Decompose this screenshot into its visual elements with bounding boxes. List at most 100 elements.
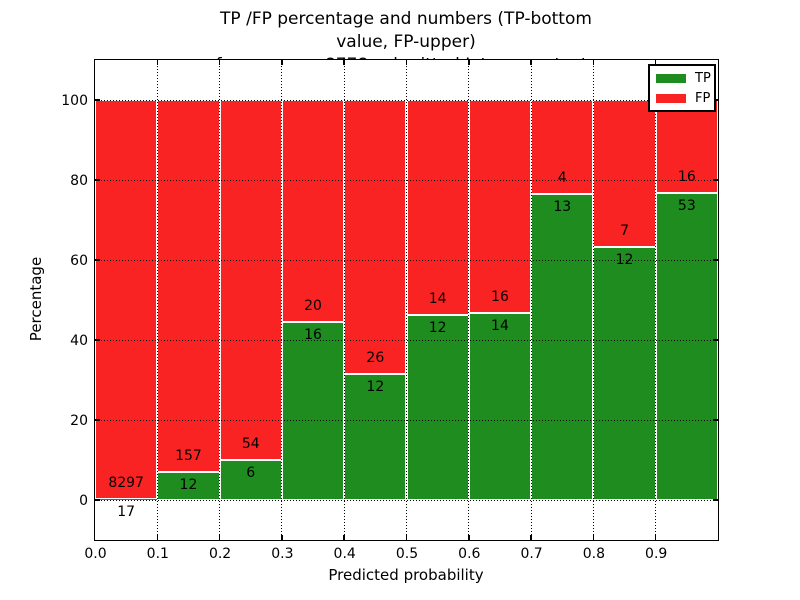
x-tick-label-0.2: 0.2 — [208, 546, 232, 562]
gridline-x-0.7 — [530, 60, 532, 540]
bar-fp-0-0.1 — [95, 100, 158, 500]
gridline-x-0.9 — [655, 60, 657, 540]
bar-tp-0.9-1 — [655, 192, 718, 500]
bar-fp-0.8-0.9 — [593, 100, 656, 248]
y-tick-label-0: 0 — [79, 492, 88, 509]
y-tickmark-right — [713, 419, 718, 421]
y-tick-label-40: 40 — [70, 332, 88, 349]
gridline-x-0.2 — [219, 60, 221, 540]
gridline-x-0.6 — [468, 60, 470, 540]
x-tickmark-top — [281, 60, 283, 65]
tp-count-label: 12 — [615, 252, 634, 269]
x-tick-label-0.6: 0.6 — [458, 546, 481, 562]
x-tickmark-bottom — [281, 535, 283, 540]
tp-count-label: 12 — [179, 476, 198, 493]
x-tickmark-top — [468, 60, 470, 65]
x-tickmark-top — [654, 60, 657, 65]
gridline-y-40 — [95, 339, 718, 341]
x-tickmark-bottom — [592, 535, 595, 540]
fp-count-label: 14 — [428, 291, 447, 308]
gridline-y-20 — [95, 419, 718, 421]
x-tickmark-top — [592, 60, 595, 65]
x-tickmark-bottom — [218, 535, 221, 540]
bar-tp-0.5-0.6 — [406, 315, 469, 500]
gridline-y-0 — [95, 499, 718, 501]
tp-count-label: 12 — [366, 378, 385, 395]
tp-legend-swatch-icon — [656, 73, 686, 83]
x-tick-label-0.1: 0.1 — [146, 546, 169, 562]
x-tickmark-top — [343, 60, 345, 65]
y-tickmark-right — [713, 499, 718, 501]
tp-count-label: 12 — [428, 320, 447, 337]
bar-tp-0.8-0.9 — [593, 247, 656, 500]
x-tick-label-0.0: 0.0 — [84, 546, 107, 562]
gridline-x-0.4 — [343, 60, 345, 540]
gridline-x-0.1 — [156, 60, 158, 540]
plot-inner: 8297 17 157 12 54 6 20 16 26 12 14 12 16 14 4 13 7 12 16 53 — [95, 60, 718, 540]
x-axis-label: Predicted probability — [328, 566, 484, 584]
x-tickmark-bottom — [468, 535, 470, 540]
y-tickmark-right — [713, 259, 718, 261]
fp-count-label: 26 — [366, 349, 385, 366]
y-tickmark-left — [95, 179, 100, 181]
x-tickmark-bottom — [405, 535, 408, 540]
bar-fp-0.4-0.5 — [344, 100, 407, 374]
fp-count-label: 4 — [557, 170, 567, 187]
bar-fp-0.7-0.8 — [531, 100, 594, 195]
x-tickmark-bottom — [654, 535, 657, 540]
fp-legend-swatch-icon — [656, 93, 686, 103]
tp-count-label: 6 — [246, 465, 256, 481]
x-tick-label-0.3: 0.3 — [271, 546, 294, 562]
bar-fp-0.3-0.4 — [281, 100, 345, 323]
y-tick-label-80: 80 — [70, 172, 88, 189]
y-tick-label-100: 100 — [61, 92, 88, 109]
bar-tp-0.6-0.7 — [468, 313, 532, 500]
legend: TP FP — [648, 64, 716, 112]
gridline-y-80 — [95, 179, 718, 181]
tp-count-label: 13 — [553, 199, 572, 216]
tp-count-label: 14 — [491, 318, 509, 335]
y-tickmark-left — [95, 99, 100, 101]
bar-tp-0.1-0.2 — [157, 471, 220, 500]
bar-tp-0.7-0.8 — [531, 194, 594, 500]
y-tickmark-right — [713, 179, 718, 181]
fp-count-label: 16 — [491, 289, 509, 306]
fp-count-label: 8297 — [108, 475, 144, 492]
bar-fp-0.5-0.6 — [406, 100, 469, 316]
tp-count-label: 16 — [304, 327, 322, 344]
tp-legend-label: TP — [695, 70, 711, 86]
x-tick-label-0.4: 0.4 — [333, 546, 356, 562]
gridline-x-0.3 — [281, 60, 283, 540]
y-tickmark-left — [95, 499, 100, 501]
x-tickmark-top — [156, 60, 159, 65]
fp-count-label: 157 — [175, 447, 202, 464]
x-tick-label-0.8: 0.8 — [582, 546, 606, 562]
x-tickmark-top — [405, 60, 408, 65]
x-tickmark-bottom — [343, 535, 345, 540]
y-tickmark-right — [713, 339, 718, 341]
x-tick-label-0.7: 0.7 — [520, 546, 543, 562]
bar-tp-0.3-0.4 — [281, 322, 345, 500]
y-tick-label-60: 60 — [70, 252, 88, 269]
fp-count-label: 20 — [304, 298, 322, 315]
fp-count-label: 54 — [241, 436, 260, 452]
x-tickmark-bottom — [156, 535, 159, 540]
x-tickmark-top — [218, 60, 221, 65]
gridline-y-100 — [95, 99, 718, 101]
y-tickmark-left — [95, 419, 100, 421]
y-tick-label-20: 20 — [70, 412, 88, 429]
legend-item-tp: TP — [650, 70, 714, 86]
bar-fp-0.6-0.7 — [468, 100, 532, 314]
x-tickmark-bottom — [530, 535, 532, 540]
x-tick-label-0.5: 0.5 — [395, 546, 419, 562]
plot-area: 8297 17 157 12 54 6 20 16 26 12 14 12 16 14 4 13 7 12 16 53… — [94, 59, 719, 541]
tp-count-label: 53 — [677, 197, 696, 214]
bar-tp-0.2-0.3 — [219, 460, 282, 500]
gridline-x-0.5 — [406, 60, 407, 540]
fp-count-label: 16 — [677, 168, 696, 185]
bar-fp-0.2-0.3 — [219, 100, 282, 460]
gridline-x-0.8 — [592, 60, 594, 540]
bar-fp-0.1-0.2 — [157, 100, 220, 472]
y-tickmark-left — [95, 259, 100, 261]
